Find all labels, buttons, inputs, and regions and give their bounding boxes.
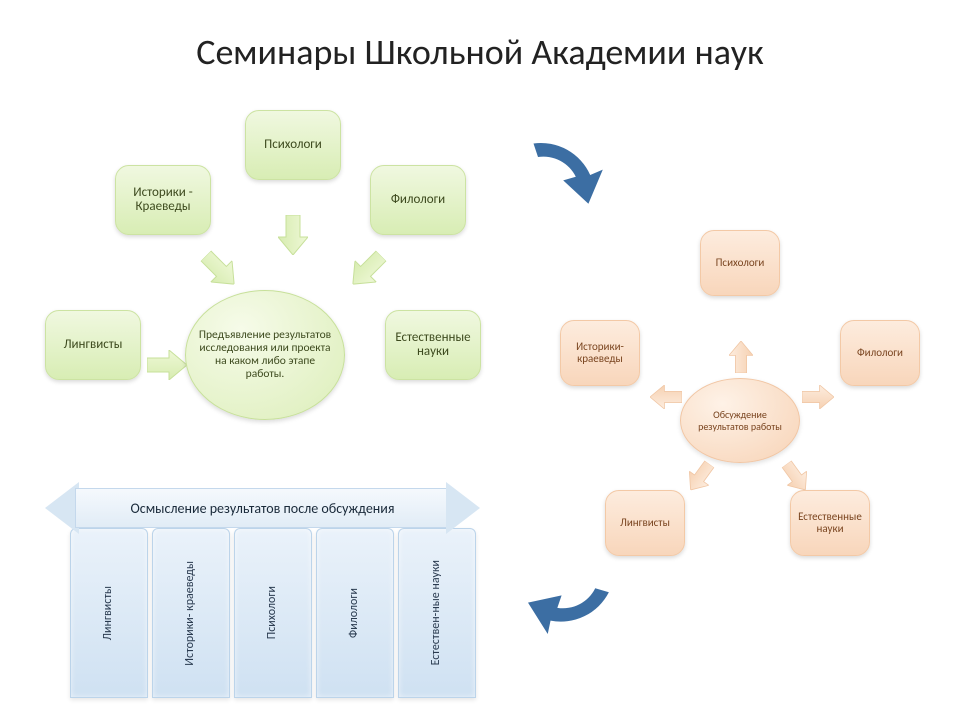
blue-banner: Осмысление результатов после обсуждения bbox=[45, 488, 480, 528]
blue-col-0: Лингвисты bbox=[70, 528, 148, 698]
slide-title: Семинары Школьной Академии наук bbox=[0, 30, 960, 74]
orange-arrow-1 bbox=[729, 341, 753, 373]
orange-node-0: Историки- краеведы bbox=[560, 320, 640, 386]
orange-arrow-0 bbox=[650, 385, 682, 409]
orange-center: Обсуждение результатов работы bbox=[680, 378, 800, 463]
orange-node-1: Психологи bbox=[700, 230, 780, 296]
green-node-4: Естественные науки bbox=[385, 310, 481, 380]
blue-col-4: Естествен-ные науки bbox=[398, 528, 476, 698]
orange-node-4: Лингвисты bbox=[605, 490, 685, 556]
green-arrow-2 bbox=[278, 215, 308, 255]
green-diagram: Предъявление результатов исследования ил… bbox=[45, 110, 485, 460]
orange-node-2: Филологи bbox=[840, 320, 920, 386]
orange-diagram: Обсуждение результатов работы Историки- … bbox=[540, 220, 940, 580]
green-arrow-0 bbox=[147, 350, 187, 380]
orange-arrow-2 bbox=[802, 385, 834, 409]
green-arrow-1 bbox=[195, 245, 244, 294]
green-node-3: Филологи bbox=[370, 165, 466, 235]
green-node-2: Психологи bbox=[245, 110, 341, 180]
blue-col-3: Филологи bbox=[316, 528, 394, 698]
blue-col-2: Психологи bbox=[234, 528, 312, 698]
process-arrow-right bbox=[520, 130, 610, 220]
green-arrow-3 bbox=[342, 245, 391, 294]
green-center: Предъявление результатов исследования ил… bbox=[185, 290, 345, 420]
green-node-1: Историки - Краеведы bbox=[115, 165, 211, 235]
blue-col-1: Историки- краеведы bbox=[152, 528, 230, 698]
orange-arrow-4 bbox=[681, 457, 719, 497]
green-node-0: Лингвисты bbox=[45, 310, 141, 380]
blue-columns: Лингвисты Историки- краеведы Психологи Ф… bbox=[70, 528, 480, 698]
orange-node-3: Естественные науки bbox=[790, 490, 870, 556]
